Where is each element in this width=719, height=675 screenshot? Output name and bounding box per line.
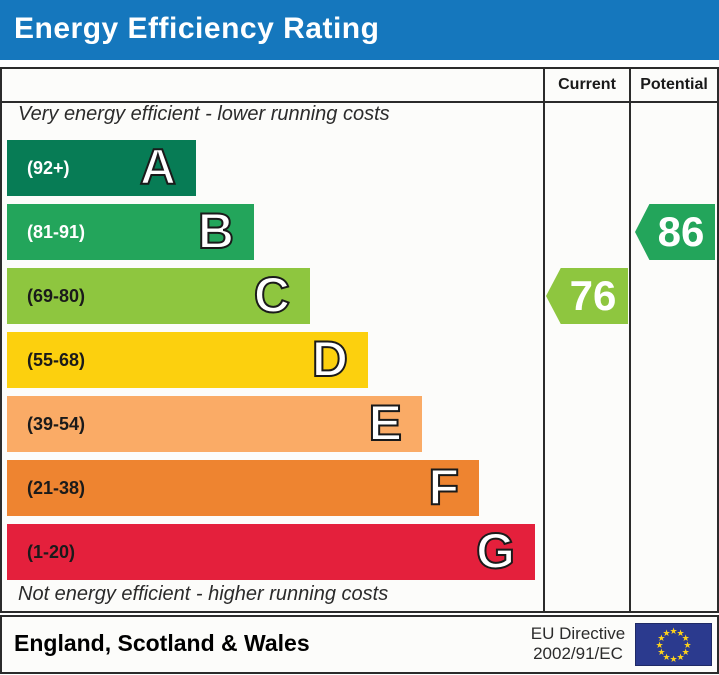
band-range-label: (69-80) [27, 286, 86, 306]
rating-band-a: (92+) A [7, 139, 196, 196]
band-letter: A [139, 139, 177, 195]
column-divider-current [543, 69, 545, 611]
band-letter: C [253, 267, 291, 323]
column-header-current: Current [558, 76, 616, 93]
potential-rating-value: 86 [657, 208, 705, 255]
eu-directive-line1: EU Directive [530, 624, 626, 643]
rating-band-b: (81-91) B [7, 203, 254, 260]
footer: England, Scotland & Wales EU Directive 2… [0, 615, 719, 674]
band-range-label: (21-38) [27, 478, 86, 498]
rating-band-e: (39-54) E [7, 395, 422, 452]
band-letter: B [197, 203, 235, 259]
band-range-label: (39-54) [27, 414, 86, 434]
eu-directive-label: EU Directive 2002/91/EC [528, 624, 628, 664]
band-letter: E [368, 395, 403, 451]
eu-flag-star-icon: ★ [657, 646, 666, 657]
eu-flag-star-icon: ★ [683, 639, 692, 650]
rating-band-g: (1-20) G [7, 523, 535, 580]
band-letter: F [427, 459, 460, 515]
current-rating-marker: 76 [546, 268, 628, 324]
rating-chart: Current Potential Very energy efficient … [0, 67, 719, 613]
column-header-potential: Potential [640, 76, 708, 93]
title-bar: Energy Efficiency Rating [0, 0, 719, 60]
eu-flag-icon: ★ ★ ★ ★ ★ ★ ★ ★ ★ ★ ★ ★ [635, 623, 712, 666]
caption-not-efficient: Not energy efficient - higher running co… [18, 583, 389, 605]
rating-band-f: (21-38) F [7, 459, 479, 516]
band-range-label: (81-91) [27, 222, 86, 242]
eu-flag-star-icon: ★ [657, 632, 666, 643]
band-letter: D [311, 331, 349, 387]
eu-flag-star-icon: ★ [676, 651, 685, 662]
rating-band-c: (69-80) C [7, 267, 310, 324]
caption-very-efficient: Very energy efficient - lower running co… [18, 103, 390, 125]
potential-rating-marker: 86 [635, 204, 715, 260]
eu-flag-star-icon: ★ [669, 653, 678, 664]
eu-flag-star-icon: ★ [669, 625, 678, 636]
band-range-label: (1-20) [27, 542, 76, 562]
eu-flag-star-icon: ★ [681, 632, 690, 643]
column-divider-potential [629, 69, 631, 611]
eu-flag-star-icon: ★ [662, 627, 671, 638]
eu-flag-star-icon: ★ [655, 639, 664, 650]
page-title: Energy Efficiency Rating [14, 12, 380, 45]
eu-flag-star-icon: ★ [681, 646, 690, 657]
header-divider [2, 101, 717, 103]
rating-band-d: (55-68) D [7, 331, 368, 388]
eu-flag-star-icon: ★ [676, 627, 685, 638]
current-rating-value: 76 [569, 272, 617, 319]
band-range-label: (55-68) [27, 350, 86, 370]
eu-flag-star-icon: ★ [662, 651, 671, 662]
region-label: England, Scotland & Wales [14, 630, 310, 656]
eu-directive-line2: 2002/91/EC [533, 644, 623, 663]
band-letter: G [475, 523, 516, 579]
band-range-label: (92+) [27, 158, 70, 178]
